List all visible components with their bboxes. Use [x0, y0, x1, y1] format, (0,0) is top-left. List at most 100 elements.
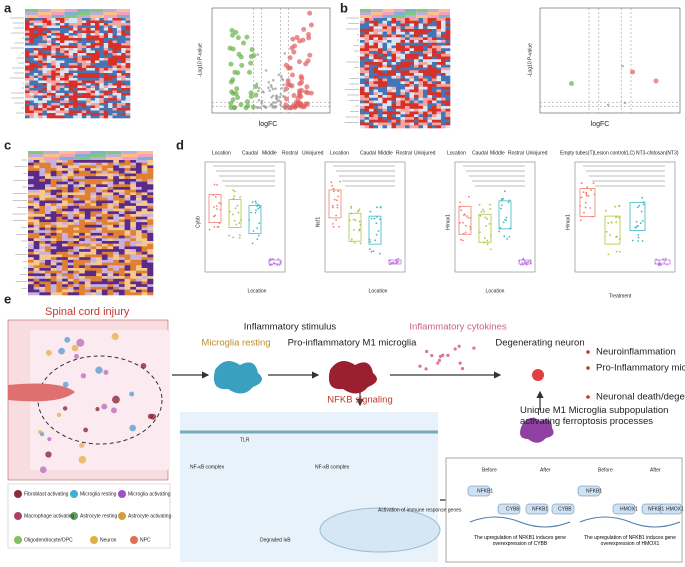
heat-cell [360, 89, 365, 93]
heat-cell [108, 93, 113, 96]
point [213, 206, 215, 208]
heat-cell [409, 100, 415, 104]
heat-cell [391, 100, 397, 104]
heat-cell [391, 108, 397, 112]
heat-cell [391, 29, 397, 33]
heat-cell [51, 68, 56, 71]
heat-cell [33, 270, 40, 274]
heat-cell [73, 254, 80, 258]
heat-cell [51, 28, 56, 31]
heat-cell [378, 119, 383, 123]
heat-cell [95, 18, 100, 21]
heat-cell [67, 230, 74, 234]
point [368, 238, 371, 241]
point [304, 101, 310, 107]
annotation-bar [28, 157, 44, 160]
heat-cell [62, 162, 69, 166]
heat-cell [46, 108, 52, 111]
heat-cell [39, 246, 46, 250]
heat-cell [409, 26, 415, 30]
heat-cell [62, 192, 69, 196]
heat-cell [387, 59, 392, 63]
heat-cell [77, 43, 83, 46]
heat-cell [33, 162, 40, 166]
heat-cell [445, 64, 451, 68]
heat-cell [60, 85, 65, 89]
point [251, 201, 254, 204]
heat-cell [101, 227, 108, 231]
cell [40, 432, 45, 437]
heat-cell [113, 160, 120, 163]
heat-cell [107, 205, 114, 209]
label: Inflammatory cytokines [409, 322, 506, 333]
heat-cell [39, 273, 46, 277]
heat-cell [39, 214, 46, 217]
legend-item: Oligodendrocyte/OPC [24, 537, 73, 543]
heat-cell [130, 176, 137, 180]
heat-cell [60, 43, 65, 46]
heat-cell [45, 170, 52, 174]
point [376, 206, 378, 209]
heat-cell [39, 257, 46, 261]
heat-cell [108, 58, 113, 61]
point [269, 104, 273, 107]
heat-cell [90, 63, 96, 66]
heat-cell [73, 211, 80, 215]
heat-cell [56, 281, 63, 285]
heat-cell [84, 168, 91, 172]
point [234, 86, 240, 92]
heat-cell [29, 78, 35, 81]
point [359, 242, 362, 245]
heat-cell [113, 165, 120, 169]
heat-cell [108, 45, 113, 49]
heat-cell [409, 122, 415, 126]
heat-cell [373, 40, 379, 44]
heat-cell [81, 90, 87, 94]
heat-cell [414, 59, 419, 63]
heat-cell [423, 48, 428, 52]
heat-cell [81, 70, 87, 74]
heat-cell [130, 265, 137, 269]
box [388, 259, 402, 265]
heat-cell [73, 90, 78, 94]
heat-cell [79, 216, 86, 220]
heat-cell [141, 292, 148, 296]
heat-cell [86, 23, 91, 26]
heat-cell [39, 265, 46, 269]
point [501, 204, 503, 207]
heat-cell [116, 68, 122, 71]
heat-cell [360, 108, 365, 112]
heat-cell [396, 106, 401, 110]
box [579, 188, 596, 218]
heat-cell [364, 67, 370, 71]
heat-cell [400, 111, 406, 115]
heat-cell [418, 42, 424, 46]
heat-cell [121, 20, 126, 24]
heat-cell [373, 29, 379, 33]
heat-cell [364, 51, 370, 55]
heat-cell [42, 68, 48, 71]
point [269, 83, 273, 87]
heat-cell [423, 64, 428, 68]
gene-chip [577, 485, 601, 497]
heat-cell [369, 92, 374, 96]
heat-cell [378, 31, 383, 35]
heat-cell [121, 85, 126, 89]
heat-cell [441, 100, 446, 104]
heat-cell [436, 117, 442, 121]
heat-cell [42, 85, 48, 89]
point [392, 261, 395, 264]
heat-cell [96, 276, 103, 280]
heat-cell [81, 23, 87, 26]
heat-cell [141, 262, 148, 266]
heat-cell [436, 75, 442, 79]
heat-cell [73, 214, 80, 217]
heat-cell [42, 33, 48, 36]
heat-cell [42, 78, 48, 81]
heat-cell [77, 115, 83, 119]
plot-frame [539, 7, 681, 114]
heat-cell [33, 262, 40, 266]
heat-cell [360, 114, 365, 118]
heat-cell [95, 113, 100, 116]
heat-cell [441, 67, 446, 71]
